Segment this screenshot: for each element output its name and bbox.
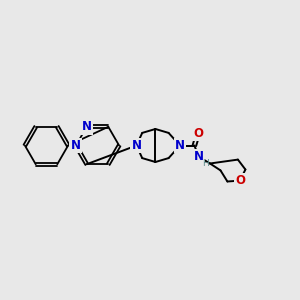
Text: N: N: [82, 120, 92, 133]
Text: N: N: [175, 139, 185, 152]
Text: N: N: [71, 139, 81, 152]
Text: N: N: [131, 139, 142, 152]
Text: H: H: [202, 159, 208, 168]
Text: O: O: [193, 127, 203, 140]
Text: N: N: [194, 150, 204, 163]
Text: O: O: [235, 174, 245, 187]
